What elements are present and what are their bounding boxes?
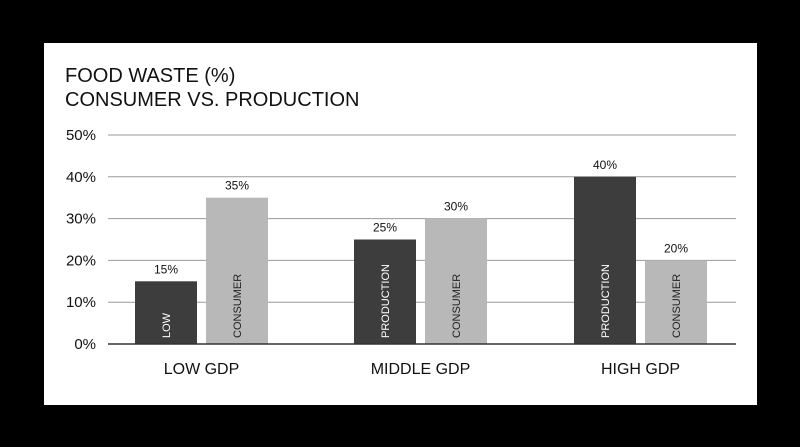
y-tick-label: 10% <box>66 294 96 311</box>
bar-middle-gdp-production <box>354 239 416 344</box>
bar-inner-label: PRODUCTION <box>600 264 612 338</box>
bar-value-label: 25% <box>373 221 397 235</box>
bar-inner-label: CONSUMER <box>671 274 683 338</box>
bar-low-gdp-consumer <box>206 197 268 344</box>
bar-low-gdp-low <box>135 281 197 344</box>
y-tick-label: 40% <box>66 169 96 186</box>
bar-value-label: 20% <box>664 241 688 255</box>
bar-value-label: 30% <box>444 200 468 214</box>
y-tick-label: 0% <box>74 336 96 353</box>
x-category-label: LOW GDP <box>164 361 240 378</box>
y-tick-label: 30% <box>66 211 96 228</box>
x-category-label: MIDDLE GDP <box>371 361 471 378</box>
bar-value-label: 35% <box>225 179 249 193</box>
y-tick-label: 50% <box>66 127 96 144</box>
y-tick-label: 20% <box>66 252 96 269</box>
bar-high-gdp-production <box>574 176 636 344</box>
bar-inner-label: CONSUMER <box>232 274 244 338</box>
bar-middle-gdp-consumer <box>425 218 487 344</box>
chart-subtitle: CONSUMER VS. PRODUCTION <box>65 89 359 111</box>
bar-inner-label: PRODUCTION <box>380 264 392 338</box>
x-axis-categories: LOW GDP MIDDLE GDP HIGH GDP <box>164 361 680 378</box>
bar-inner-label: CONSUMER <box>451 274 463 338</box>
bars: 15% LOW 35% CONSUMER 25% PRODUCTION 30% CONSUME… <box>135 158 707 344</box>
chart-title: FOOD WASTE (%) <box>65 65 235 87</box>
bar-inner-label: LOW <box>161 312 173 338</box>
y-axis-ticks: 0% 10% 20% 30% 40% 50% <box>66 127 96 353</box>
bar-high-gdp-consumer <box>645 260 707 344</box>
x-category-label: HIGH GDP <box>601 361 680 378</box>
bar-value-label: 40% <box>593 158 617 172</box>
bar-value-label: 15% <box>154 262 178 276</box>
